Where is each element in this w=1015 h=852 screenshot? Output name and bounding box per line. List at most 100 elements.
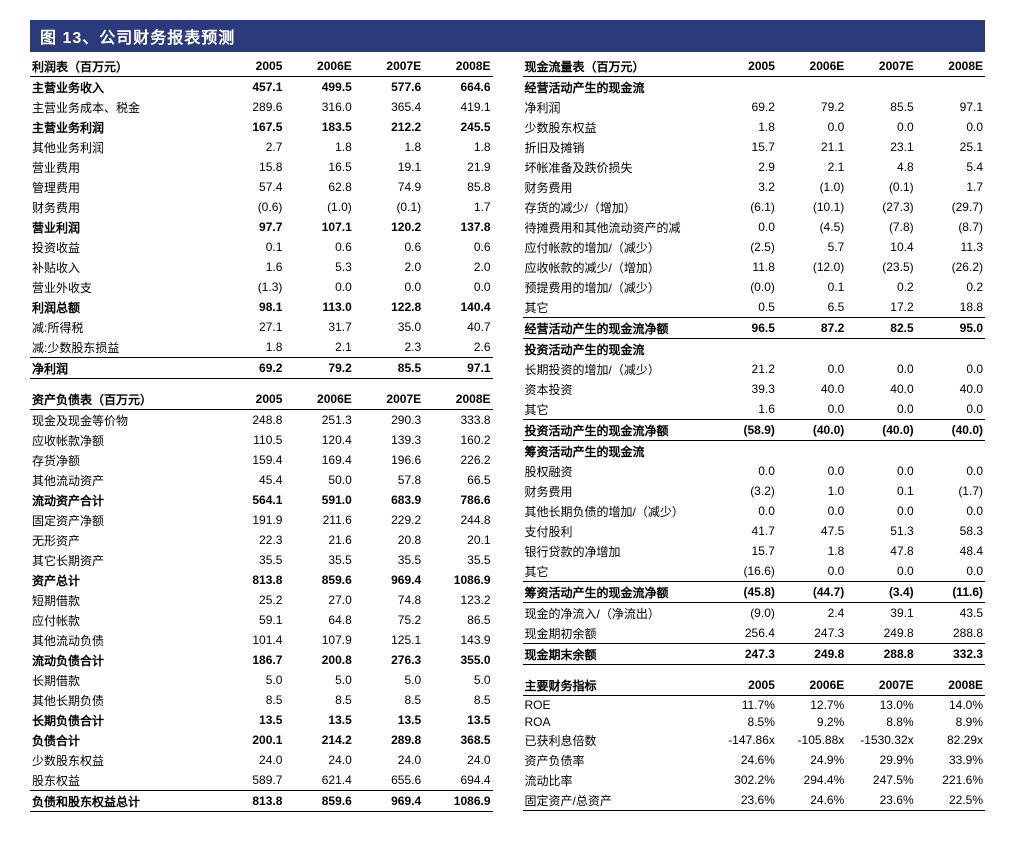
row-label: 应收帐款净额	[30, 430, 215, 450]
cell-value: 0.0	[777, 561, 846, 582]
cell-value: (11.6)	[916, 582, 985, 603]
cell-value: 69.2	[708, 97, 777, 117]
cell-value: 694.4	[423, 770, 492, 791]
cell-value	[777, 339, 846, 360]
row-label: 营业外收支	[30, 277, 215, 297]
cell-value: 859.6	[284, 570, 353, 590]
table-row: 流动负债合计186.7200.8276.3355.0	[30, 650, 493, 670]
row-label: 资本投资	[523, 379, 708, 399]
table-row: 减:少数股东损益1.82.12.32.6	[30, 337, 493, 358]
cell-value: (26.2)	[916, 257, 985, 277]
table-row: 资产总计813.8859.6969.41086.9	[30, 570, 493, 590]
cell-value: 0.0	[916, 561, 985, 582]
cell-value: (12.0)	[777, 257, 846, 277]
cell-value: 813.8	[215, 570, 284, 590]
table-row: 现金期初余额256.4247.3249.8288.8	[523, 623, 986, 644]
year-header: 2007E	[846, 56, 915, 77]
row-label: 财务费用	[30, 197, 215, 217]
cell-value: 8.9%	[916, 713, 985, 730]
table-row: 其他业务利润2.71.81.81.8	[30, 137, 493, 157]
cell-value: 0.0	[777, 501, 846, 521]
table-row: 支付股利41.747.551.358.3	[523, 521, 986, 541]
row-label: 现金的净流入/（净流出）	[523, 603, 708, 624]
row-label: 流动比率	[523, 770, 708, 790]
cell-value: 499.5	[284, 77, 353, 98]
cell-value: 143.9	[423, 630, 492, 650]
cell-value: (10.1)	[777, 197, 846, 217]
row-label: ROA	[523, 713, 708, 730]
cell-value: 8.5	[284, 690, 353, 710]
cell-value: -1530.32x	[846, 730, 915, 750]
cell-value: 2.0	[423, 257, 492, 277]
row-label: 少数股东权益	[523, 117, 708, 137]
cell-value: 0.0	[708, 217, 777, 237]
cell-value: 0.0	[777, 117, 846, 137]
cell-value: 12.7%	[777, 696, 846, 714]
cell-value: 140.4	[423, 297, 492, 317]
cell-value	[708, 339, 777, 360]
year-header: 2008E	[916, 56, 985, 77]
cell-value: (29.7)	[916, 197, 985, 217]
table-row: 少数股东权益24.024.024.024.0	[30, 750, 493, 770]
cell-value: 248.8	[215, 410, 284, 431]
cell-value: 247.3	[708, 644, 777, 665]
cell-value: 5.3	[284, 257, 353, 277]
cell-value: 249.8	[777, 644, 846, 665]
cell-value: 419.1	[423, 97, 492, 117]
cell-value: 212.2	[354, 117, 423, 137]
cell-value	[916, 77, 985, 98]
cell-value: (6.1)	[708, 197, 777, 217]
table-row: 银行贷款的净增加15.71.847.848.4	[523, 541, 986, 561]
cell-value: 0.2	[846, 277, 915, 297]
row-label: 固定资产/总资产	[523, 790, 708, 811]
cell-value: 29.9%	[846, 750, 915, 770]
cell-value: 23.1	[846, 137, 915, 157]
year-header: 2008E	[423, 389, 492, 410]
cell-value	[708, 441, 777, 462]
cell-value: (0.1)	[846, 177, 915, 197]
cell-value: 13.5	[423, 710, 492, 730]
cell-value: 74.9	[354, 177, 423, 197]
year-header: 2008E	[423, 56, 492, 77]
row-label: 已获利息倍数	[523, 730, 708, 750]
cell-value: 35.5	[215, 550, 284, 570]
row-label: ROE	[523, 696, 708, 714]
year-header: 2005	[215, 389, 284, 410]
cell-value: 0.0	[846, 117, 915, 137]
cell-value: 27.0	[284, 590, 353, 610]
cell-value: 20.8	[354, 530, 423, 550]
row-label: 投资活动产生的现金流净额	[523, 420, 708, 441]
cell-value	[916, 339, 985, 360]
cell-value: 21.6	[284, 530, 353, 550]
cell-value: 664.6	[423, 77, 492, 98]
row-label: 财务费用	[523, 481, 708, 501]
cell-value: 10.4	[846, 237, 915, 257]
cell-value: 20.1	[423, 530, 492, 550]
table-row: 其它(16.6)0.00.00.0	[523, 561, 986, 582]
cell-value: 256.4	[708, 623, 777, 644]
cell-value: 365.4	[354, 97, 423, 117]
row-label: 长期借款	[30, 670, 215, 690]
cell-value: 74.8	[354, 590, 423, 610]
row-label: 现金期初余额	[523, 623, 708, 644]
cell-value: 6.5	[777, 297, 846, 318]
table-row: 补贴收入1.65.32.02.0	[30, 257, 493, 277]
cell-value: 0.0	[916, 399, 985, 420]
cell-value: 82.5	[846, 318, 915, 339]
table-row: 资产负债率24.6%24.9%29.9%33.9%	[523, 750, 986, 770]
table-row: 其他长期负债8.58.58.58.5	[30, 690, 493, 710]
cell-value: 245.5	[423, 117, 492, 137]
cell-value: 969.4	[354, 791, 423, 812]
tables-grid: 利润表（百万元）20052006E2007E2008E主营业务收入457.149…	[30, 56, 985, 812]
cell-value: 16.5	[284, 157, 353, 177]
cell-value: 11.8	[708, 257, 777, 277]
cell-value: (0.6)	[215, 197, 284, 217]
cell-value: 79.2	[284, 358, 353, 379]
table-row: 少数股东权益1.80.00.00.0	[523, 117, 986, 137]
row-label: 减:所得税	[30, 317, 215, 337]
row-label: 银行贷款的净增加	[523, 541, 708, 561]
cell-value: 120.4	[284, 430, 353, 450]
cell-value: 24.0	[284, 750, 353, 770]
cell-value: 226.2	[423, 450, 492, 470]
cell-value: 125.1	[354, 630, 423, 650]
